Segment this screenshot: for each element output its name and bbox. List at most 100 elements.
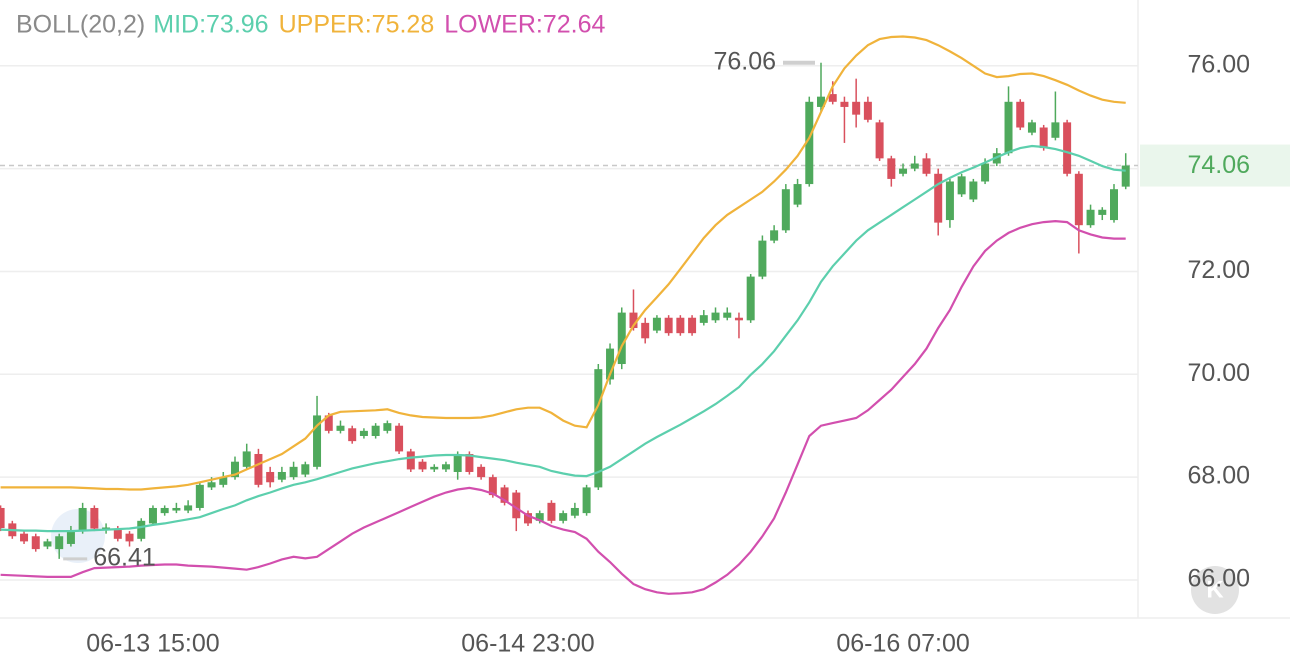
legend-entry: LOWER:72.64 (444, 11, 605, 39)
candle-body (594, 369, 603, 488)
candle-body (1051, 122, 1060, 138)
candle-body (137, 520, 146, 539)
candle-body (430, 466, 439, 470)
candle-body (758, 240, 767, 277)
candle-body (488, 477, 497, 496)
candle-body (1063, 122, 1072, 174)
candle-body (242, 451, 251, 467)
watermark-letter: K (1206, 576, 1224, 603)
candle-body (688, 317, 697, 334)
candle-body (781, 189, 790, 231)
candle-body (395, 425, 404, 452)
candle-body (441, 464, 450, 470)
candle-body (1098, 209, 1107, 215)
min-marker-label: 66.41 (93, 543, 156, 571)
candle-body (922, 158, 931, 174)
candle-body (793, 184, 802, 205)
candle-body (547, 502, 556, 521)
candle-body (805, 101, 814, 185)
candle-body (664, 317, 673, 334)
candle-body (195, 484, 204, 508)
indicator-legend: BOLL(20,2) MID:73.96 UPPER:75.28 LOWER:72.… (16, 11, 606, 39)
last-price-tag (1140, 144, 1290, 187)
candle-body (524, 513, 532, 524)
candle-body (20, 533, 29, 542)
legend-entry: UPPER:75.28 (279, 11, 435, 39)
candle-body (1039, 127, 1048, 149)
candle-body (313, 415, 322, 467)
candle-body (184, 505, 193, 511)
candle-body (1004, 101, 1013, 154)
candle-body (734, 317, 743, 321)
candle-body (500, 487, 509, 503)
candle-body (371, 425, 380, 436)
band-line (0, 35, 1126, 491)
candle-body (676, 317, 685, 334)
candle-body (934, 173, 943, 223)
candle-body (887, 158, 896, 179)
y-tick-label: 66.00 (1187, 565, 1250, 593)
indicator-label: BOLL(20,2) (16, 11, 145, 39)
candle-body (559, 513, 568, 521)
candle-body (336, 425, 345, 431)
candle-body (359, 430, 368, 436)
candle-body (945, 181, 954, 221)
candle-body (231, 461, 239, 478)
candle-body (55, 536, 64, 550)
candle-body (910, 163, 919, 169)
candle-body (606, 348, 615, 380)
candle-body (266, 471, 275, 483)
candle-body (652, 317, 661, 331)
candle-body (90, 507, 99, 529)
candle-body (43, 541, 52, 547)
candle-body (1016, 101, 1025, 128)
watermark-logo (1191, 566, 1239, 614)
candle-body (160, 507, 169, 514)
candle-body (277, 471, 286, 480)
candle-body (102, 527, 111, 530)
candle-body (957, 176, 966, 195)
candle-body (723, 312, 732, 318)
candle-body (31, 536, 40, 550)
candle-body (840, 101, 849, 107)
candle-body (0, 507, 5, 529)
candle-body (981, 163, 990, 182)
candle-body (852, 101, 861, 115)
candle-body (113, 528, 122, 539)
candle-body (1110, 189, 1118, 221)
candle-body (863, 101, 872, 120)
candle-body (348, 428, 357, 442)
max-marker-label: 76.06 (713, 47, 776, 75)
candle-body (770, 230, 779, 241)
candle-body (66, 531, 75, 544)
candle-body (406, 451, 415, 470)
band-line (0, 144, 1126, 533)
candle-body (617, 312, 626, 365)
candle-body (969, 181, 978, 200)
candle-body (324, 415, 333, 431)
candle-body (1086, 209, 1095, 226)
candle-body (1121, 165, 1130, 187)
candle-body (207, 482, 216, 488)
candle-body (465, 453, 474, 472)
y-tick-label: 70.00 (1187, 359, 1250, 387)
candle-body (711, 312, 720, 321)
candle-body (477, 466, 486, 478)
candle-body (219, 477, 228, 485)
candle-body (1027, 122, 1036, 133)
candle-body (512, 492, 521, 519)
x-tick-label: 06-13 15:00 (86, 630, 219, 658)
candle-body (746, 276, 755, 321)
candle-body (418, 461, 427, 470)
candle-body (582, 487, 591, 514)
candle-body (172, 507, 181, 511)
x-tick-label: 06-14 23:00 (461, 630, 594, 658)
candle-body (641, 322, 650, 339)
candle-body (699, 315, 708, 323)
band-line (0, 219, 1126, 595)
candle-body (289, 466, 298, 478)
candle-body (125, 533, 134, 542)
y-tick-label: 72.00 (1187, 256, 1250, 284)
candle-body (78, 507, 87, 532)
